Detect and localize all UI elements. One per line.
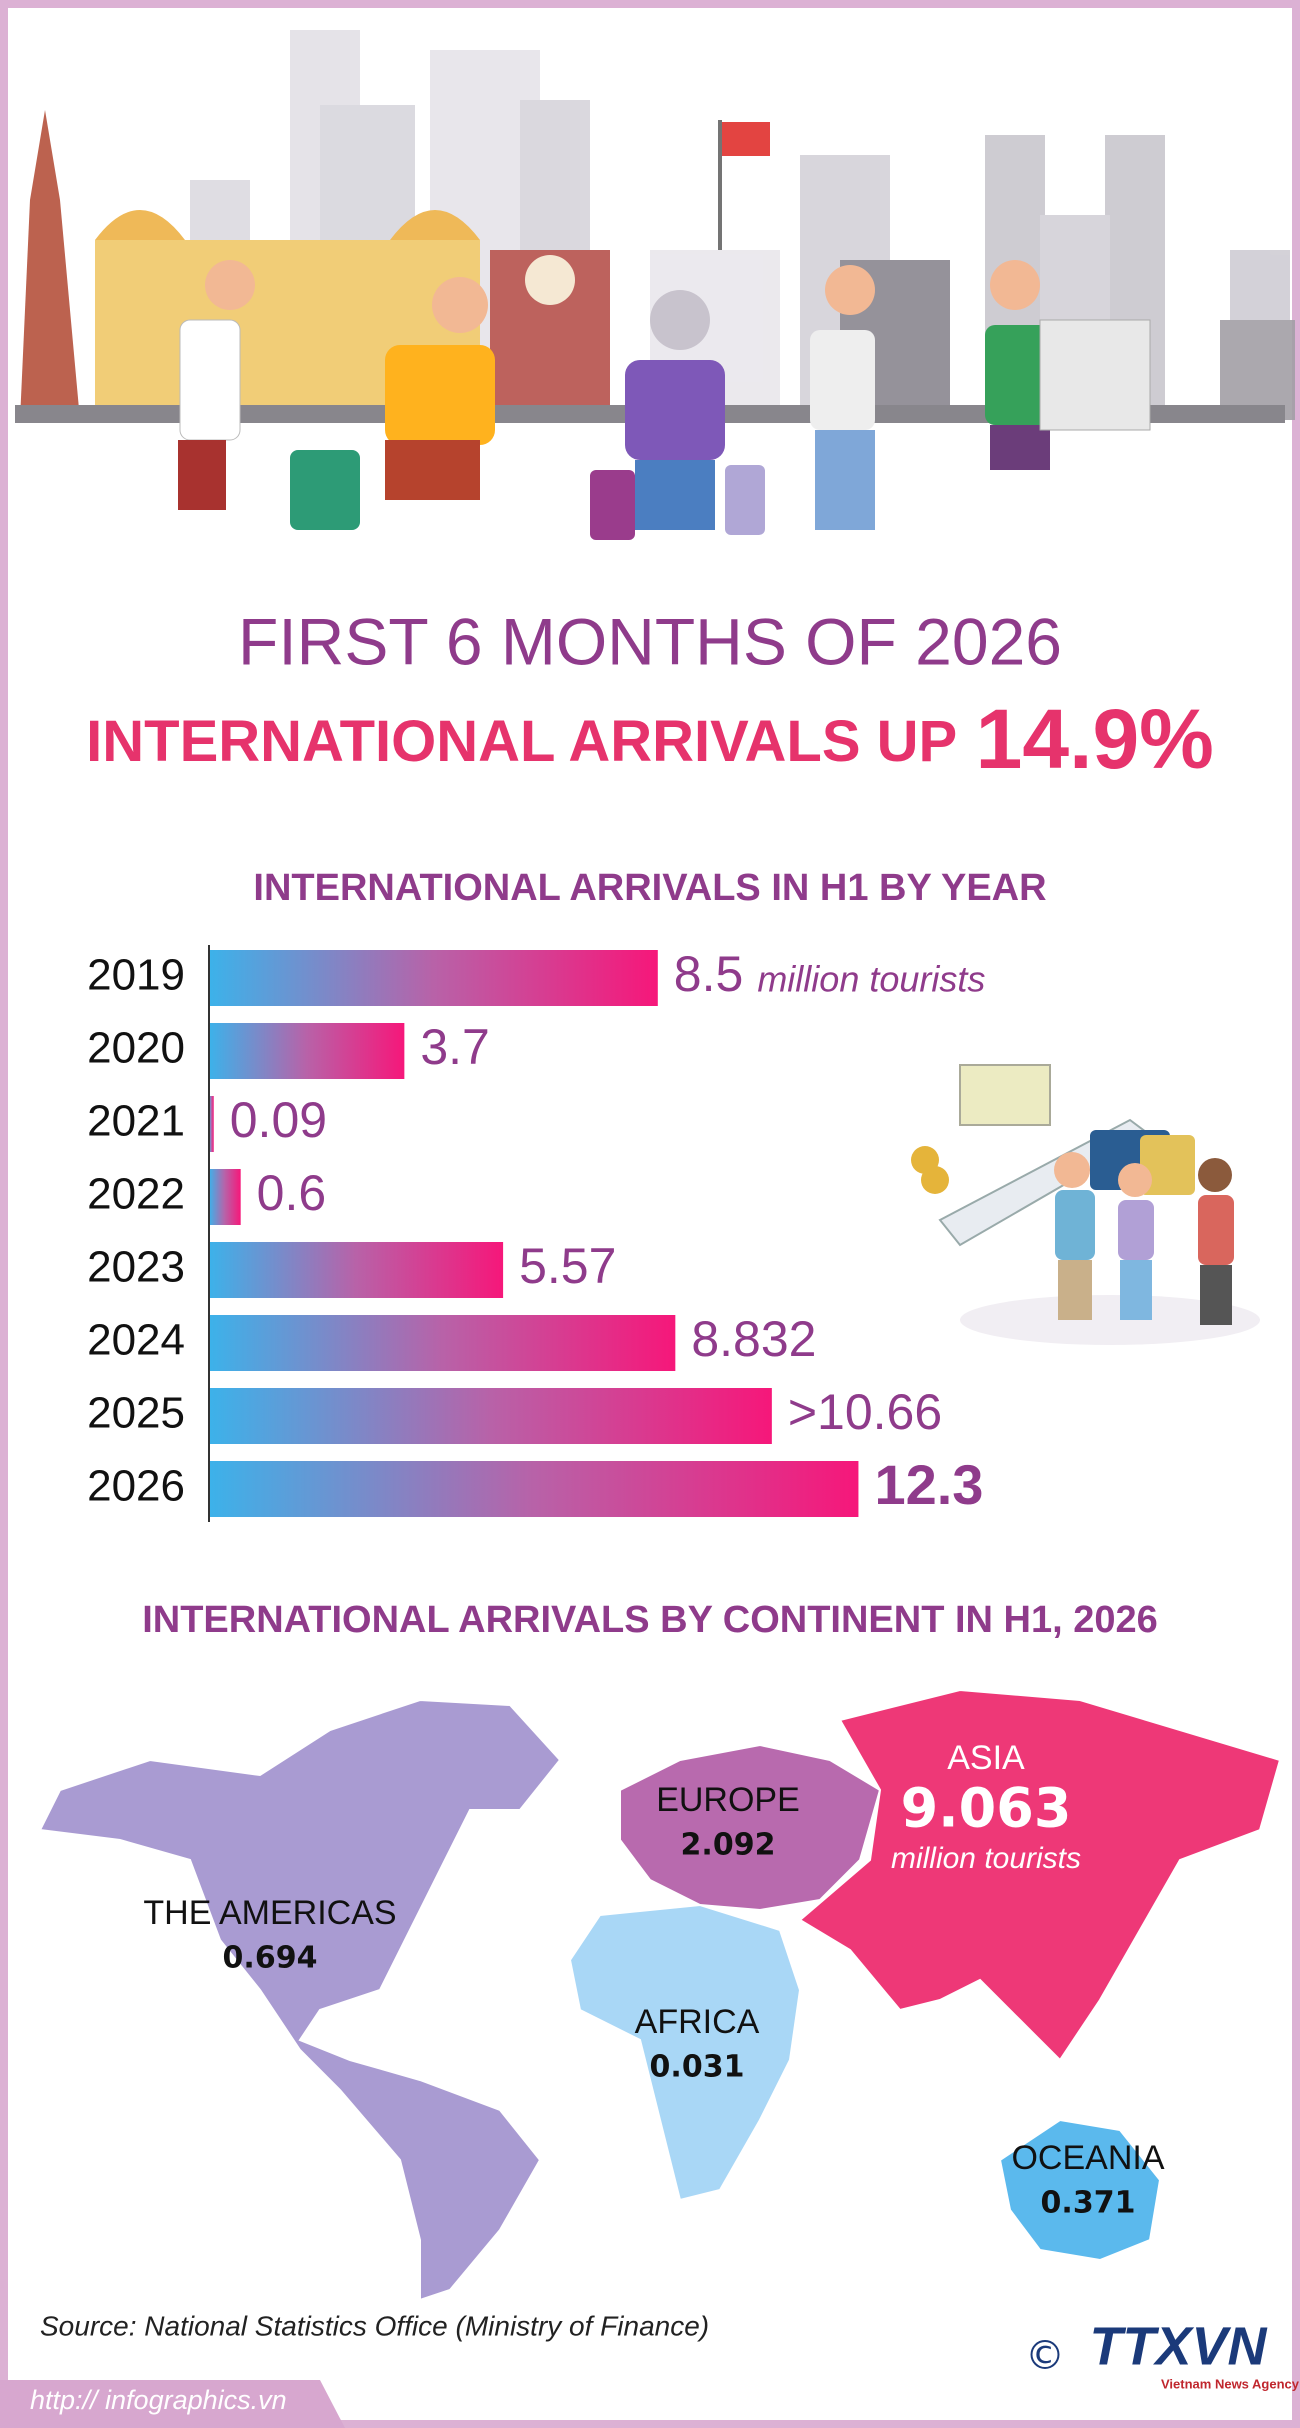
agency-logo: TTXVN — [1089, 2316, 1267, 2376]
value-label: 8.5 — [674, 946, 744, 1002]
value-label: 0.6 — [257, 1165, 327, 1221]
continent-value: 0.371 — [1041, 2186, 1136, 2221]
continent-shape — [998, 2118, 1162, 2262]
bar — [209, 1461, 859, 1517]
page-subtitle: INTERNATIONAL ARRIVALS UP 14.9% — [86, 692, 1214, 786]
agency-name: Vietnam News Agency — [1161, 2376, 1300, 2391]
subtitle-highlight: 14.9% — [976, 692, 1214, 786]
year-label: 2024 — [87, 1316, 185, 1365]
value-label: 0.09 — [230, 1092, 327, 1148]
bar — [209, 1315, 676, 1371]
travelers-illustration — [178, 260, 1151, 540]
unit-label: million tourists — [757, 959, 985, 1000]
year-label: 2019 — [87, 951, 185, 1000]
world-map: THE AMERICAS 0.694 EUROPE 2.092 ASIA9.063mil… — [38, 1688, 1282, 2302]
continent-value: 0.694 — [223, 1941, 318, 1976]
value-label: 3.7 — [420, 1019, 490, 1075]
bar — [209, 1388, 772, 1444]
value-label: >10.66 — [788, 1384, 942, 1440]
continent-value: 2.092 — [681, 1828, 776, 1863]
year-label: 2022 — [87, 1170, 185, 1219]
bar-chart: 2019 8.5 million tourists 2020 3.7 2021 0.09 20… — [87, 946, 985, 1517]
year-label: 2020 — [87, 1024, 185, 1073]
map-title: INTERNATIONAL ARRIVALS BY CONTINENT IN H… — [142, 1599, 1158, 1641]
year-label: 2023 — [87, 1243, 185, 1292]
bar — [209, 1169, 241, 1225]
bar — [209, 1242, 504, 1298]
subtitle-text: INTERNATIONAL ARRIVALS UP — [86, 709, 957, 774]
continent-shape — [619, 1743, 882, 1912]
continent-shape — [568, 1903, 802, 2202]
bar — [209, 1096, 214, 1152]
continent-value: 0.031 — [650, 2050, 745, 2085]
copyright: © — [1025, 2333, 1065, 2379]
continent-name: THE AMERICAS — [143, 1894, 396, 1932]
footer-url: http:// infographics.vn — [30, 2385, 287, 2415]
year-label: 2021 — [87, 1097, 185, 1146]
year-label: 2026 — [87, 1462, 185, 1511]
continent-name: EUROPE — [656, 1781, 800, 1819]
value-label: 8.832 — [691, 1311, 816, 1367]
bar — [209, 950, 658, 1006]
continent-unit: million tourists — [891, 1842, 1081, 1875]
value-label: 5.57 — [519, 1238, 616, 1294]
year-label: 2025 — [87, 1389, 185, 1438]
continent-name: AFRICA — [635, 2003, 760, 2041]
continent-value: 9.063 — [901, 1777, 1072, 1840]
chart-title: INTERNATIONAL ARRIVALS IN H1 BY YEAR — [253, 867, 1046, 909]
bar — [209, 1023, 405, 1079]
continent-shape — [38, 1698, 562, 2302]
continent-name: ASIA — [947, 1739, 1025, 1777]
plane-illustration — [911, 1064, 1260, 1345]
value-label: 12.3 — [874, 1453, 983, 1516]
page-title: FIRST 6 MONTHS OF 2026 — [238, 604, 1062, 678]
url-band — [0, 2380, 345, 2428]
continent-name: OCEANIA — [1011, 2139, 1164, 2177]
continent-shape — [798, 1688, 1282, 2062]
source-note: Source: National Statistics Office (Mini… — [40, 2310, 709, 2341]
